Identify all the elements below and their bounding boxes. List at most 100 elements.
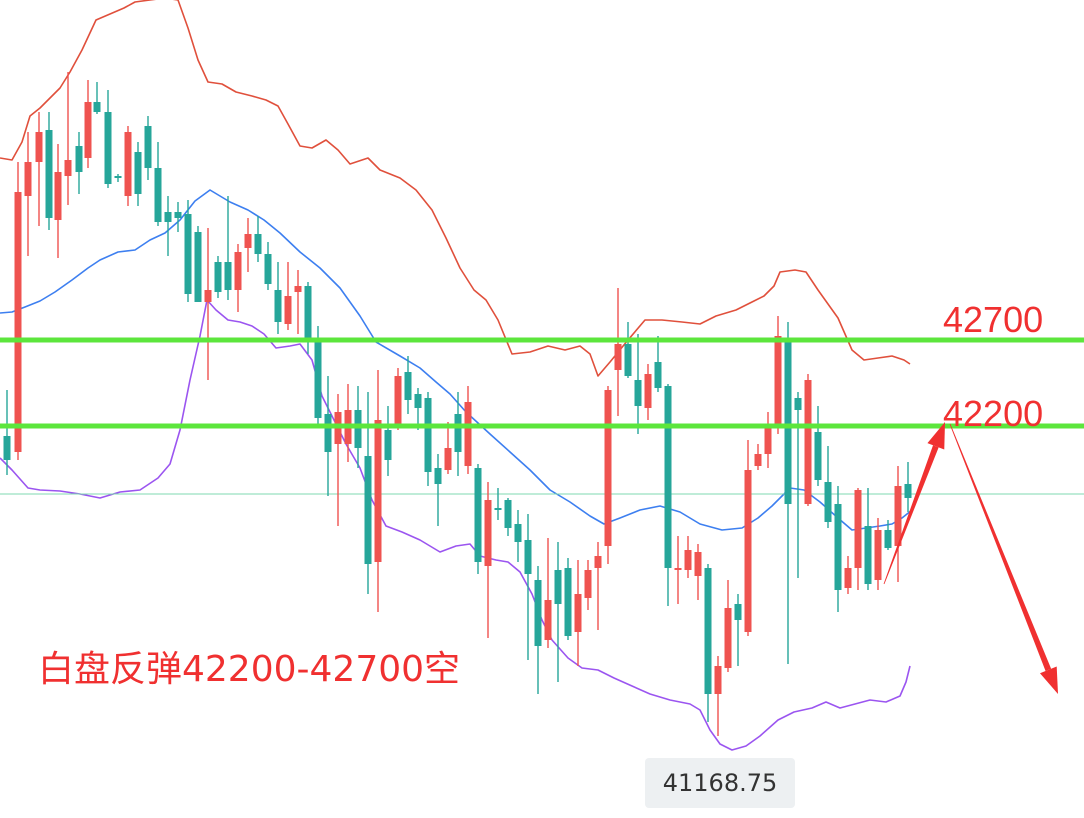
candle-body: [144, 126, 152, 168]
candle: [644, 364, 652, 420]
candle-body: [514, 524, 522, 542]
candle-body: [624, 344, 632, 376]
candle: [404, 356, 412, 414]
candle-body: [874, 530, 882, 580]
candle: [864, 488, 872, 590]
candle-body: [564, 568, 572, 636]
candle: [894, 466, 902, 582]
candle: [45, 112, 53, 230]
candle: [544, 538, 552, 648]
candle-body: [854, 490, 862, 568]
candle: [654, 336, 662, 392]
candle-body: [14, 192, 22, 452]
candle: [64, 72, 72, 205]
candle-body: [824, 482, 832, 522]
candle: [814, 406, 822, 486]
candle-body: [264, 254, 272, 284]
candle-body: [704, 568, 712, 694]
candle: [754, 444, 762, 470]
candle-body: [75, 146, 83, 172]
candle-body: [24, 162, 32, 196]
candle-body: [574, 594, 582, 632]
candle-body: [664, 386, 672, 568]
candle: [514, 510, 522, 562]
candle-body: [314, 340, 322, 418]
candle: [874, 518, 882, 590]
upper-band-line: [0, 0, 911, 377]
candle: [35, 112, 43, 226]
candle-body: [764, 426, 772, 454]
candle-body: [354, 410, 362, 448]
candle: [434, 454, 442, 526]
candle: [494, 488, 502, 520]
candle-body: [244, 234, 252, 248]
candle-body: [114, 176, 122, 178]
candle: [394, 368, 402, 430]
candle: [524, 514, 532, 660]
candle: [674, 536, 682, 604]
candle-body: [45, 130, 53, 218]
candle-body: [154, 168, 162, 222]
candle-body: [184, 214, 192, 294]
candle-body: [774, 336, 782, 424]
candle-body: [64, 160, 72, 176]
lower-band-line: [0, 299, 911, 751]
candle: [264, 242, 272, 290]
candle-body: [164, 212, 172, 222]
candle-body: [484, 500, 492, 566]
candle: [794, 392, 802, 578]
candle-body: [894, 486, 902, 546]
candle: [134, 142, 142, 206]
candle-body: [454, 414, 462, 452]
level-42200-label: 42200: [943, 393, 1044, 434]
candle-body: [784, 340, 792, 504]
candle-body: [594, 556, 602, 568]
candle: [184, 200, 192, 302]
candle-body: [3, 436, 11, 460]
candle: [534, 566, 542, 694]
candle: [454, 392, 462, 476]
candle: [704, 564, 712, 722]
candle: [54, 144, 62, 258]
candle-body: [684, 550, 692, 570]
candle: [14, 162, 22, 460]
candle: [124, 126, 132, 206]
candle-body: [234, 252, 242, 290]
candle: [684, 536, 692, 578]
candle-body: [634, 380, 642, 406]
candle-body: [194, 232, 202, 302]
candle: [414, 388, 422, 430]
candle: [824, 446, 832, 528]
candle-body: [104, 112, 112, 184]
candle-body: [394, 376, 402, 424]
candle-body: [814, 432, 822, 480]
candle-body: [904, 484, 912, 498]
candle-body: [304, 286, 312, 340]
candle: [24, 132, 32, 256]
candle: [574, 560, 582, 666]
projection-arrows: [883, 422, 1058, 694]
candle-body: [794, 398, 802, 410]
candle: [93, 82, 101, 114]
candle-body: [694, 552, 702, 576]
candle: [744, 440, 752, 636]
support-resistance-lines: [0, 337, 1084, 429]
candle: [304, 282, 312, 354]
candle-body: [204, 290, 212, 302]
candle: [664, 384, 672, 606]
candle: [294, 270, 302, 334]
candle-body: [254, 234, 262, 254]
candle-body: [134, 152, 142, 194]
candle-body: [754, 454, 762, 466]
candle: [3, 390, 11, 475]
candle-body: [274, 290, 282, 322]
candle-body: [844, 568, 852, 588]
candle: [724, 580, 732, 672]
candle-body: [434, 468, 442, 484]
candlesticks: [3, 72, 912, 736]
candle-body: [834, 504, 842, 590]
candle-body: [674, 568, 682, 570]
candle: [594, 542, 602, 630]
candle: [614, 288, 622, 416]
